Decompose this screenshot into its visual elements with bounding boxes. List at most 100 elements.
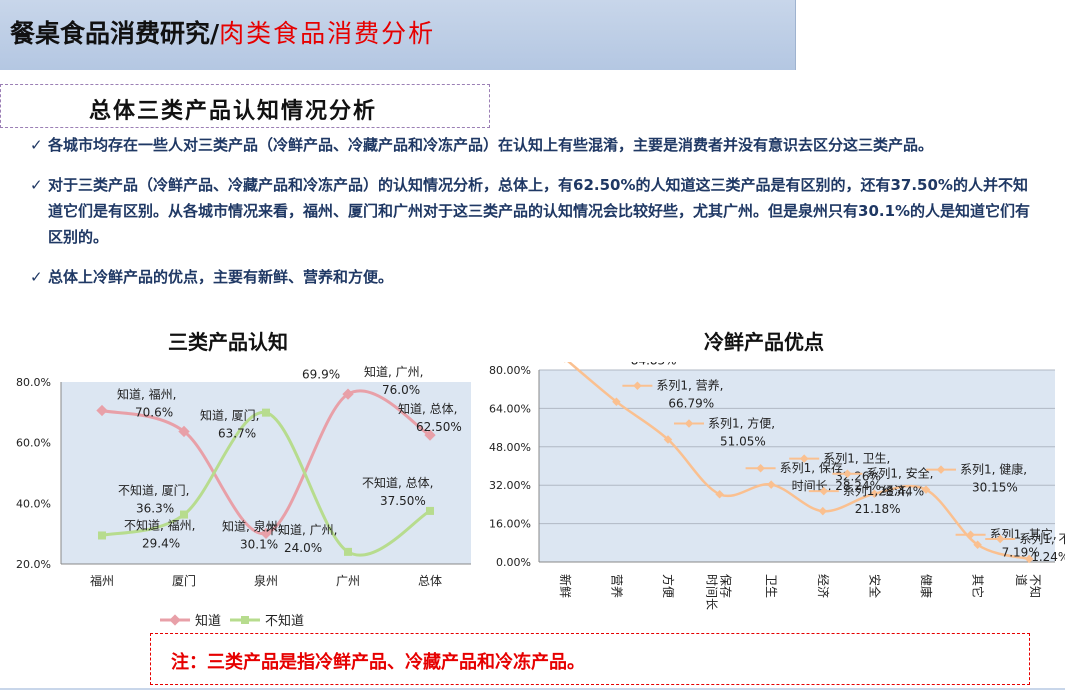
data-label: 51.05%: [720, 434, 766, 448]
data-label: 66.79%: [668, 397, 714, 411]
advantages-chart: 0.00% 16.00% 32.00% 48.00% 64.00% 80.00% 新鲜 营养 方…: [489, 362, 1065, 610]
note-box: 注：三类产品是指冷鲜产品、冷藏产品和冷冻产品。: [150, 633, 1030, 685]
awareness-chart: 20.0% 40.0% 60.0% 80.0% 福州 厦门 泉州 广州 总体 知道, 福州, 70.…: [16, 362, 471, 629]
data-label: 系列1, 卫生,: [823, 452, 890, 466]
data-label: 63.7%: [218, 426, 256, 440]
y-tick-label: 16.00%: [489, 518, 531, 531]
data-label: 62.50%: [416, 420, 462, 434]
data-label: 84.83%: [631, 362, 677, 367]
data-point: [1024, 554, 1034, 564]
y-tick-label: 32.00%: [489, 479, 531, 492]
data-point: [344, 547, 352, 556]
x-tick-label: 安全: [867, 574, 882, 598]
bullet-item: ✓ 对于三类产品（冷鲜产品、冷藏产品和冷冻产品）的认知情况分析，总体上，有62.5…: [30, 172, 1040, 250]
data-label: 37.50%: [380, 494, 426, 508]
data-label: 系列1, 保存: [780, 461, 843, 475]
legend-label: 知道: [195, 613, 221, 629]
bottom-divider: [0, 688, 1065, 690]
data-label: 69.9%: [302, 368, 340, 382]
label-marker: [843, 469, 852, 478]
y-tick-label: 48.00%: [489, 441, 531, 454]
y-tick-label: 20.0%: [16, 558, 51, 571]
section-title: 总体三类产品认知情况分析: [89, 98, 378, 124]
data-label: 知道, 广州,: [364, 365, 423, 379]
data-label: 知道, 厦门,: [200, 407, 259, 422]
data-point: [612, 397, 621, 406]
data-label: 系列1, 营养,: [656, 378, 723, 393]
label-marker: [966, 530, 975, 539]
check-icon: ✓: [30, 268, 43, 286]
check-icon: ✓: [30, 176, 43, 194]
y-tick-label: 80.00%: [489, 364, 531, 377]
x-tick-label: 道: [1014, 574, 1028, 586]
y-tick-label: 0.00%: [496, 556, 531, 569]
data-label: 30.1%: [240, 537, 278, 551]
label-marker: [633, 381, 642, 390]
section-title-box: 总体三类产品认知情况分析: [0, 84, 490, 128]
x-tick-label: 经济: [816, 574, 831, 598]
data-point: [870, 489, 879, 498]
x-tick-label: 卫生: [764, 574, 778, 598]
title-subtitle: 肉类食品消费分析: [219, 19, 436, 48]
x-tick-label: 健康: [919, 574, 934, 598]
title-main: 餐桌食品消费研究: [10, 19, 211, 48]
data-label: 30.15%: [972, 481, 1018, 495]
data-point: [973, 540, 982, 549]
data-point: [98, 531, 106, 540]
x-tick-label: 方便: [661, 574, 676, 598]
data-point: [426, 506, 434, 515]
x-tick-label: 其它: [971, 574, 986, 598]
check-icon: ✓: [30, 136, 43, 154]
data-point: [262, 408, 270, 417]
data-label: 知道, 泉州,: [222, 519, 281, 533]
bullet-item: ✓ 总体上冷鲜产品的优点，主要有新鲜、营养和方便。: [30, 264, 1040, 290]
x-tick-label: 新鲜: [558, 574, 573, 598]
data-label: 28.44%: [878, 485, 924, 499]
data-label: 系列1, 安全,: [866, 466, 933, 481]
x-tick-label: 时间长: [705, 574, 719, 610]
data-label: 24.0%: [284, 541, 322, 555]
legend-marker: [241, 616, 249, 624]
legend-marker: [169, 614, 181, 626]
x-tick-label: 总体: [418, 574, 442, 588]
title-separator: /: [210, 19, 220, 48]
data-label: 不知道, 泉州,: [284, 362, 355, 364]
x-tick-label: 泉州: [254, 574, 278, 588]
data-label: 不知道, 总体,: [362, 476, 433, 490]
data-label: 时间长, 28.24%: [792, 479, 881, 493]
data-label: 70.6%: [135, 406, 173, 420]
data-label: 知道, 总体,: [398, 402, 457, 416]
data-label: 7.19%: [1002, 546, 1040, 560]
data-label: 系列1, 其它,: [990, 527, 1057, 542]
note-text: 注：三类产品是指冷鲜产品、冷藏产品和冷冻产品。: [171, 652, 585, 673]
label-marker: [819, 486, 829, 496]
y-tick-label: 64.00%: [489, 402, 531, 415]
bullet-text: 对于三类产品（冷鲜产品、冷藏产品和冷冻产品）的认知情况分析，总体上，有62.50…: [48, 176, 1031, 246]
data-label: 36.3%: [136, 502, 174, 516]
chart1-title: 三类产品认知: [168, 330, 288, 354]
bullet-text: 各城市均存在一些人对三类产品（冷鲜产品、冷藏产品和冷冻产品）在认知上有些混淆，主…: [48, 136, 934, 154]
data-point: [715, 489, 724, 499]
x-tick-label: 保存: [719, 574, 733, 598]
bullet-text: 总体上冷鲜产品的优点，主要有新鲜、营养和方便。: [48, 268, 394, 286]
x-tick-label: 厦门: [172, 573, 196, 588]
y-tick-label: 40.0%: [16, 497, 51, 510]
data-label: 系列1, 方便,: [708, 415, 775, 430]
data-label: 29.4%: [142, 536, 180, 550]
data-point: [180, 510, 188, 519]
data-label: 不知道, 厦门,: [118, 483, 189, 498]
series-line: [567, 362, 1030, 561]
bullet-list: ✓ 各城市均存在一些人对三类产品（冷鲜产品、冷藏产品和冷冻产品）在认知上有些混淆，…: [30, 132, 1040, 304]
plot-area: [539, 370, 1055, 562]
bullet-item: ✓ 各城市均存在一些人对三类产品（冷鲜产品、冷藏产品和冷冻产品）在认知上有些混淆，…: [30, 132, 1040, 158]
page-title: 餐桌食品消费研究/肉类食品消费分析: [10, 14, 435, 50]
y-tick-label: 60.0%: [16, 437, 51, 450]
x-tick-label: 福州: [90, 573, 114, 588]
data-label: 76.0%: [382, 383, 420, 397]
y-tick-label: 80.0%: [16, 376, 51, 389]
data-label: 不知道, 广州,: [266, 523, 337, 537]
data-label: 知道, 福州,: [117, 387, 176, 402]
x-tick-label: 不知: [1028, 574, 1042, 598]
x-tick-label: 营养: [609, 574, 624, 598]
x-tick-label: 广州: [336, 574, 360, 588]
